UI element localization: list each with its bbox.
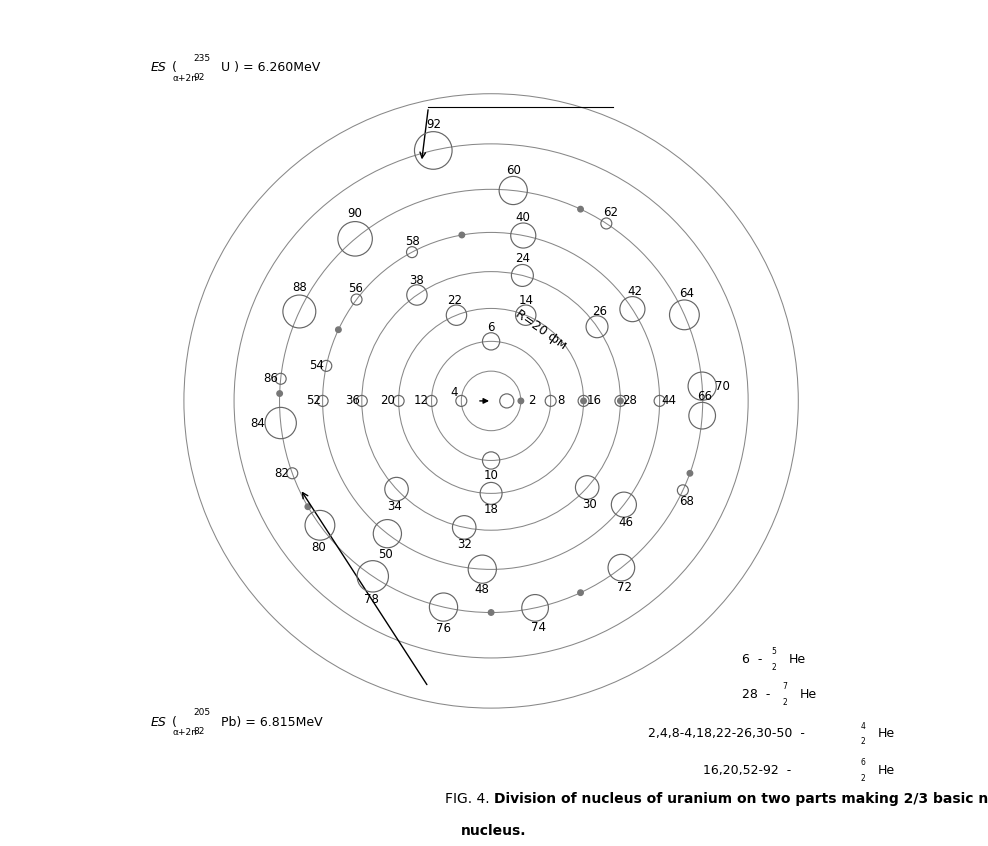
Text: α+2n: α+2n [172,728,197,737]
Circle shape [488,610,494,615]
Circle shape [618,398,623,404]
Circle shape [688,470,693,476]
Text: (: ( [172,716,177,728]
Text: 58: 58 [405,234,420,248]
Text: 74: 74 [531,621,545,634]
Text: 70: 70 [715,380,730,393]
Text: 2: 2 [782,698,787,707]
Text: 80: 80 [311,541,326,554]
Circle shape [336,327,341,332]
Circle shape [581,398,586,404]
Text: 18: 18 [484,503,499,515]
Text: 62: 62 [603,206,618,219]
Text: He: He [878,764,895,777]
Text: 2: 2 [529,394,535,408]
Text: 4: 4 [861,722,865,731]
Text: 4: 4 [451,386,458,398]
Text: R=20 фм: R=20 фм [513,308,569,352]
Text: ES: ES [150,716,166,728]
Text: ES: ES [150,62,166,74]
Circle shape [459,233,464,238]
Text: 40: 40 [516,211,531,224]
Text: 48: 48 [475,583,490,596]
Text: 46: 46 [618,516,633,529]
Text: 16: 16 [586,394,602,408]
Text: 88: 88 [292,282,306,294]
Text: 30: 30 [582,498,597,511]
Text: FIG. 4.: FIG. 4. [445,793,494,806]
Text: 76: 76 [436,622,451,634]
Text: 10: 10 [484,469,499,482]
Circle shape [277,391,283,396]
Circle shape [578,206,583,212]
Text: 2,4,8-4,18,22-26,30-50  -: 2,4,8-4,18,22-26,30-50 - [648,728,813,740]
Text: 64: 64 [680,287,695,300]
Text: 7: 7 [782,683,787,691]
Text: 82: 82 [194,727,205,736]
Text: 56: 56 [349,282,364,295]
Text: 86: 86 [263,372,278,385]
Text: 72: 72 [617,580,632,594]
Text: 44: 44 [662,394,677,408]
Text: 20: 20 [380,394,395,408]
Text: Pb) = 6.815MeV: Pb) = 6.815MeV [220,716,322,728]
Text: 42: 42 [627,284,642,298]
Text: 60: 60 [506,163,521,177]
Text: 78: 78 [364,592,378,606]
Text: 32: 32 [456,538,471,551]
Text: 26: 26 [592,305,607,317]
Circle shape [518,398,524,404]
Text: He: He [878,728,895,740]
Text: 6  -: 6 - [742,653,771,666]
Text: 38: 38 [409,273,424,287]
Text: He: He [788,653,806,666]
Text: α+2n: α+2n [172,74,197,83]
Text: 28: 28 [622,394,637,408]
Text: 82: 82 [275,467,289,480]
Text: 6: 6 [861,759,865,767]
Text: 52: 52 [305,394,321,408]
Text: 8: 8 [557,394,564,408]
Text: 2: 2 [861,774,865,783]
Text: 235: 235 [194,54,210,63]
Text: (: ( [172,62,177,74]
Text: 5: 5 [772,647,777,656]
Text: 92: 92 [194,73,205,82]
Text: 34: 34 [387,500,402,513]
Text: 28  -: 28 - [742,689,779,701]
Text: He: He [800,689,817,701]
Text: 205: 205 [194,708,210,717]
Text: 2: 2 [772,663,777,672]
Text: Division of nucleus of uranium on two parts making 2/3 basic nucleus devides the: Division of nucleus of uranium on two pa… [494,793,988,806]
Text: 92: 92 [426,118,441,131]
Text: 84: 84 [251,416,266,430]
Text: 6: 6 [487,321,495,334]
Text: 16,20,52-92  -: 16,20,52-92 - [702,764,799,777]
Text: 22: 22 [448,294,462,307]
Text: 14: 14 [519,294,534,307]
Text: 24: 24 [515,252,530,266]
Text: nucleus.: nucleus. [461,824,527,838]
Text: 12: 12 [414,394,429,408]
Text: 36: 36 [345,394,360,408]
Text: 90: 90 [348,207,363,220]
Text: 2: 2 [861,738,865,746]
Text: 66: 66 [697,390,712,403]
Text: U ) = 6.260MeV: U ) = 6.260MeV [220,62,320,74]
Circle shape [305,504,310,509]
Text: 54: 54 [309,360,324,372]
Text: 50: 50 [378,547,393,561]
Circle shape [578,590,583,596]
Text: 68: 68 [680,495,695,508]
